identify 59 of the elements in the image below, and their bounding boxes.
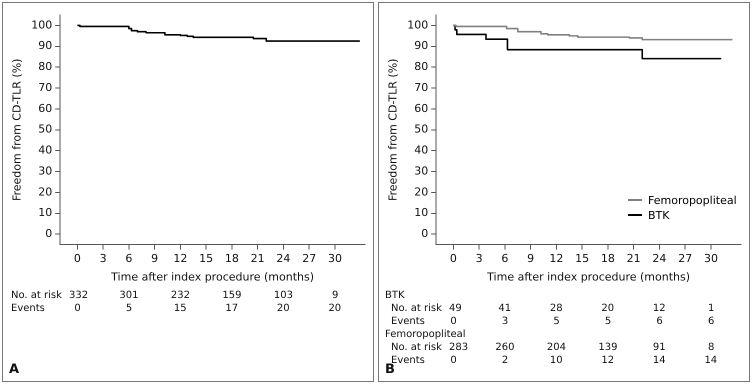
x-tick-label: 9 (527, 252, 534, 266)
x-tick-label: 30 (328, 252, 342, 266)
x-tick-label: 30 (704, 252, 718, 266)
x-tick-label: 0 (450, 252, 457, 266)
y-tick-label: 90 (414, 39, 428, 52)
y-tick-label: 0 (45, 227, 52, 240)
y-tick-label: 70 (38, 80, 52, 94)
y-tick-label: 60 (414, 102, 428, 115)
y-tick-label: 30 (414, 164, 428, 178)
y-tick-label: 10 (414, 206, 428, 220)
x-tick-label: 3 (476, 252, 483, 266)
x-axis-title: Time after index procedure (months) (110, 270, 314, 284)
y-tick-label: 20 (414, 185, 428, 198)
x-tick-label: 12 (549, 252, 564, 266)
y-tick-label: 30 (38, 164, 52, 178)
x-tick-label: 6 (501, 252, 508, 266)
x-tick-label: 21 (626, 252, 641, 266)
text: Femoropopliteal (385, 329, 466, 340)
y-tick-label: 50 (414, 122, 428, 136)
y-tick-label: 90 (38, 39, 52, 52)
legend-label: BTK (648, 208, 670, 223)
x-tick-label: 27 (678, 252, 692, 266)
y-tick-label: 80 (414, 60, 428, 74)
y-tick-label: 100 (31, 18, 52, 32)
text: B (385, 362, 395, 377)
x-tick-label: 18 (224, 252, 239, 266)
x-tick-label: 3 (100, 252, 107, 266)
y-tick-label: 60 (38, 102, 52, 115)
y-tick-label: 40 (414, 144, 428, 157)
y-tick-label: 50 (38, 122, 52, 136)
x-tick-label: 21 (250, 252, 265, 266)
x-tick-label: 6 (125, 252, 132, 266)
text: No. at risk 332 301 232 159 103 9 (11, 290, 338, 301)
text: No. at risk 49 41 28 20 12 1 (391, 303, 714, 314)
y-tick-label: 20 (38, 185, 52, 198)
y-tick-label: 80 (38, 60, 52, 74)
text: A (9, 362, 20, 377)
x-tick-label: 18 (600, 252, 615, 266)
y-tick-label: 100 (407, 18, 428, 32)
x-tick-label: 12 (173, 252, 188, 266)
x-tick-label: 15 (575, 252, 590, 266)
text: No. at risk 283 260 204 139 91 8 (391, 342, 714, 353)
legend-label: Femoropopliteal (648, 192, 737, 208)
x-tick-label: 27 (302, 252, 316, 266)
text: Events 0 5 15 17 20 20 (11, 303, 342, 314)
x-tick-label: 0 (74, 252, 81, 266)
y-tick-label: 70 (414, 80, 428, 94)
y-tick-label: 0 (421, 227, 428, 240)
y-axis-title: Freedom from CD-TLR (%) (386, 58, 400, 202)
text: BTK (385, 290, 405, 301)
x-tick-label: 24 (276, 252, 290, 266)
x-tick-label: 15 (199, 252, 214, 266)
y-axis-title: Freedom from CD-TLR (%) (10, 58, 24, 202)
x-tick-label: 9 (151, 252, 158, 266)
y-tick-label: 10 (38, 206, 52, 220)
text: Events 0 3 5 5 6 6 (391, 316, 714, 327)
x-tick-label: 24 (652, 252, 666, 266)
y-tick-label: 40 (38, 144, 52, 157)
x-axis-title: Time after index procedure (months) (486, 270, 690, 284)
